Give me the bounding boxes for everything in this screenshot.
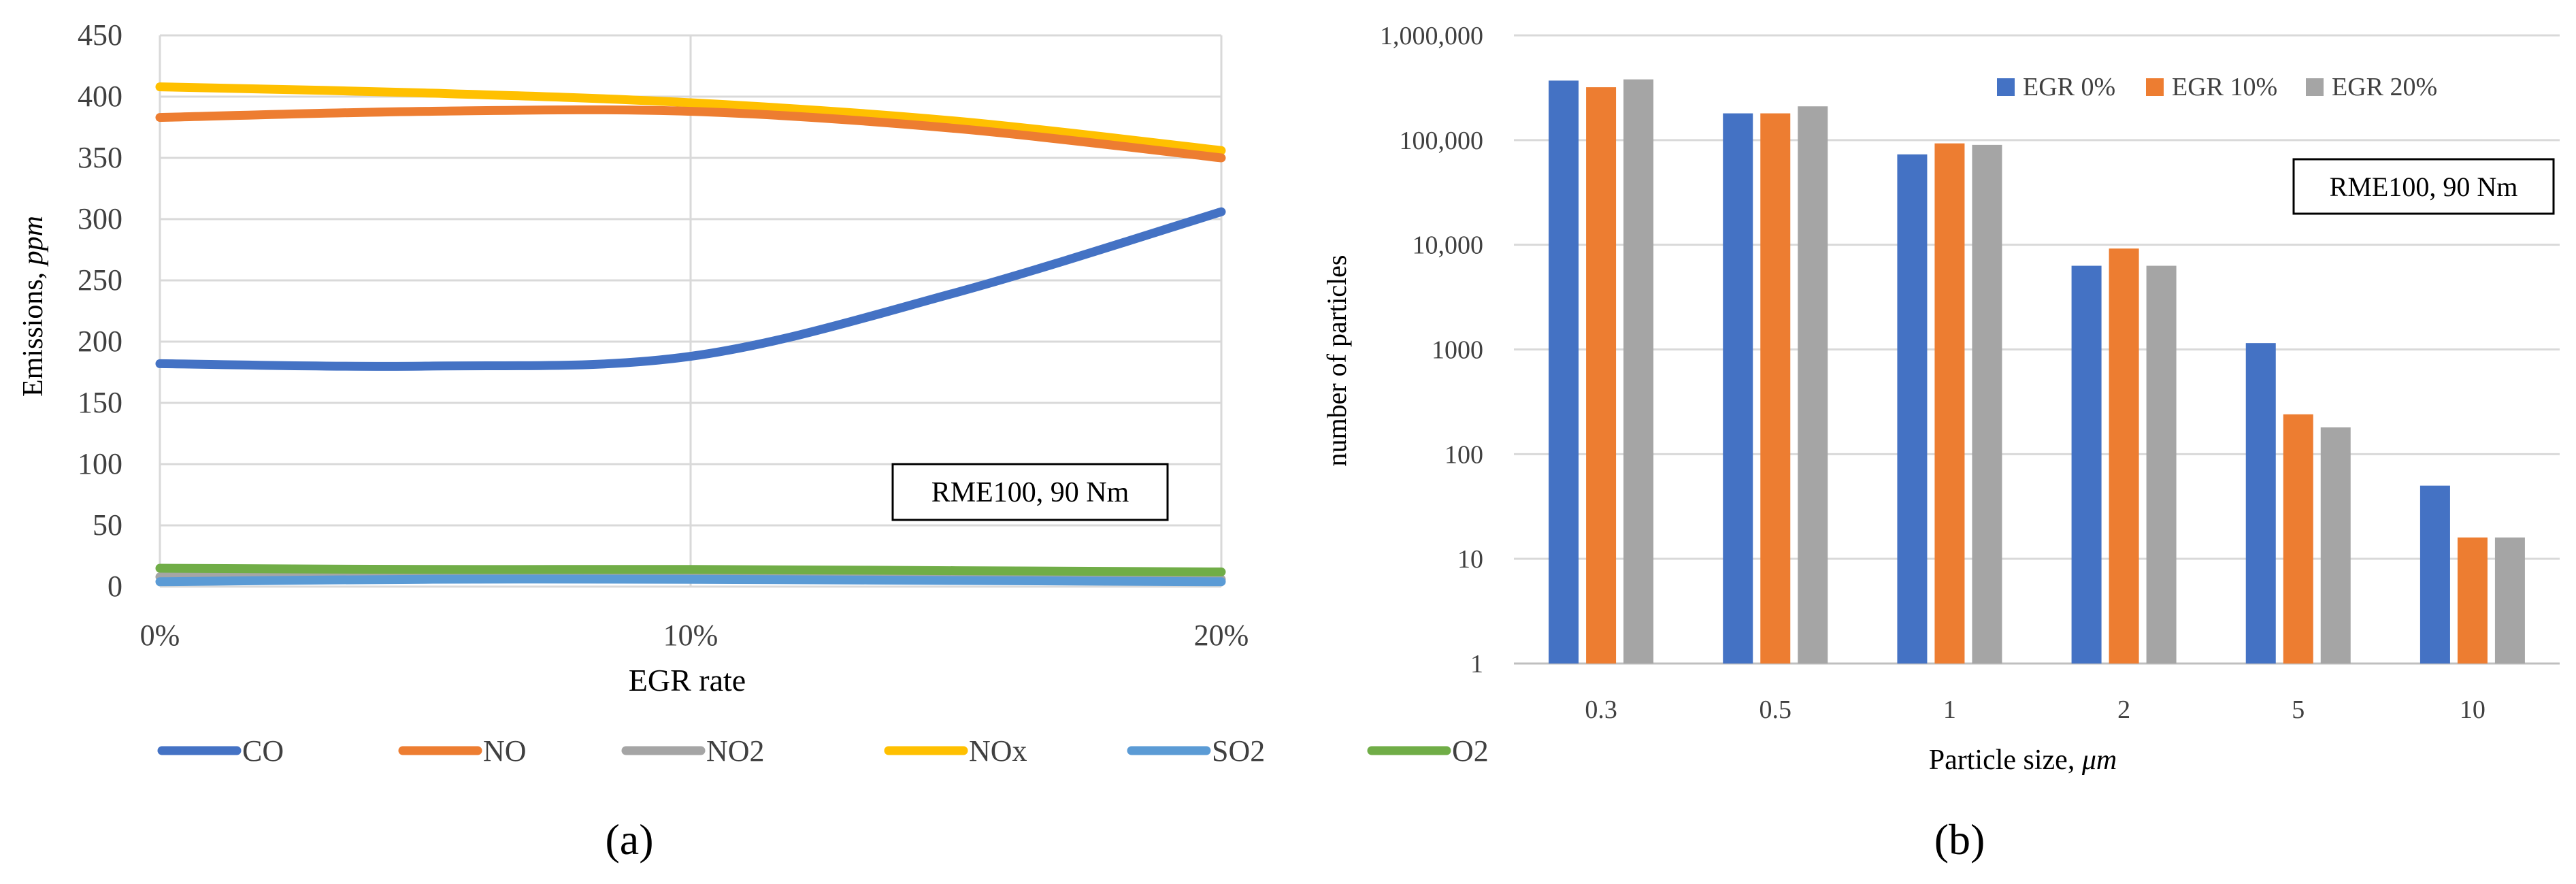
x-tick-label: 5 <box>2292 695 2305 724</box>
grid-lines-a <box>159 34 1223 588</box>
x-tick-labels-b: 0.3 0.5 1 2 5 10 <box>1585 695 2486 724</box>
legend-label: EGR 10% <box>2172 73 2277 101</box>
legend-item-egr-10-: EGR 10% <box>2146 73 2277 101</box>
bars-b <box>1549 79 2525 664</box>
panel-label-b: (b) <box>1934 815 1985 864</box>
x-tick-label: 2 <box>2117 695 2130 724</box>
series-line-no <box>155 105 1226 163</box>
legend-label: CO <box>242 734 284 768</box>
y-tick-label: 150 <box>78 386 122 419</box>
series-line-so2 <box>155 574 1226 587</box>
legend-label: EGR 20% <box>2332 73 2437 101</box>
legend-label: EGR 0% <box>2023 73 2115 101</box>
bar-0.3-egr-0- <box>1549 80 1579 664</box>
legend-item-egr-0-: EGR 0% <box>1997 73 2115 101</box>
series-lines-a <box>155 82 1226 587</box>
bar-1-egr-20- <box>1972 144 2002 664</box>
y-tick-label: 350 <box>78 141 122 174</box>
y-tick-label: 100,000 <box>1400 127 1484 155</box>
x-tick-label: 0.5 <box>1760 695 1792 724</box>
y-tick-label: 50 <box>93 508 122 542</box>
bar-5-egr-0- <box>2245 343 2276 664</box>
series-line-nox <box>155 82 1226 155</box>
x-tick-label: 10 <box>2460 695 2486 724</box>
y-axis-label-a: Emissions, ppm <box>18 216 49 397</box>
x-tick-label: 0% <box>140 619 180 652</box>
y-tick-label: 100 <box>78 447 122 480</box>
legend-label: O2 <box>1452 734 1489 768</box>
legend-a: CO NO NO2 NOx SO2 O2 <box>157 734 1489 768</box>
y-tick-label: 200 <box>78 325 122 358</box>
legend-item-so2: SO2 <box>1127 734 1265 768</box>
legend-item-egr-20-: EGR 20% <box>2306 73 2437 101</box>
legend-item-nox: NOx <box>884 734 1027 768</box>
panel-label-a: (a) <box>605 815 653 864</box>
legend-label: SO2 <box>1212 734 1265 768</box>
series-line-o2 <box>155 563 1226 576</box>
x-tick-label: 1 <box>1943 695 1956 724</box>
grid-lines-b <box>1514 34 2560 665</box>
bar-0.3-egr-10- <box>1586 87 1617 664</box>
bar-chart-b: 1 10 100 1000 10,000 100,000 1,000,000 0.3 0.5 1… <box>1321 22 2560 864</box>
bar-1-egr-0- <box>1897 154 1928 664</box>
legend-b: EGR 0% EGR 10% EGR 20% <box>1997 73 2437 101</box>
x-tick-label: 0.3 <box>1585 695 1617 724</box>
y-tick-label: 100 <box>1444 440 1483 469</box>
legend-swatch <box>1997 78 2015 96</box>
legend-swatch <box>2306 78 2324 96</box>
y-tick-label: 1 <box>1470 650 1483 678</box>
x-axis-label-a: EGR rate <box>629 663 746 698</box>
bar-1-egr-10- <box>1934 143 1965 664</box>
bar-2-egr-0- <box>2071 265 2102 664</box>
legend-item-co: CO <box>157 734 284 768</box>
y-tick-label: 400 <box>78 80 122 113</box>
bar-0.5-egr-10- <box>1760 113 1791 664</box>
y-tick-labels-b: 1 10 100 1000 10,000 100,000 1,000,000 <box>1380 22 1483 678</box>
legend-item-no: NO <box>398 734 527 768</box>
y-tick-label: 10,000 <box>1413 231 1484 260</box>
bar-0.5-egr-0- <box>1723 113 1753 664</box>
legend-item-o2: O2 <box>1367 734 1489 768</box>
bar-10-egr-20- <box>2494 537 2525 664</box>
series-line-co <box>155 207 1226 371</box>
bar-5-egr-10- <box>2283 414 2313 664</box>
legend-swatch <box>2146 78 2164 96</box>
bar-0.5-egr-20- <box>1798 106 1828 664</box>
annotation-text-b: RME100, 90 Nm <box>2330 171 2518 202</box>
y-tick-labels-a: 0 50 100 150 200 250 300 350 400 450 <box>78 18 122 603</box>
bar-2-egr-20- <box>2146 265 2177 664</box>
annotation-text-a: RME100, 90 Nm <box>931 477 1129 508</box>
y-tick-label: 1,000,000 <box>1380 22 1483 50</box>
y-tick-label: 450 <box>78 18 122 52</box>
y-tick-label: 1000 <box>1432 336 1483 365</box>
y-tick-label: 0 <box>108 570 122 603</box>
y-tick-label: 250 <box>78 263 122 297</box>
bar-10-egr-0- <box>2420 485 2450 664</box>
y-axis-label-b: number of particles <box>1321 255 1352 467</box>
bar-10-egr-10- <box>2457 537 2488 664</box>
x-tick-label: 10% <box>663 619 719 652</box>
y-tick-label: 10 <box>1457 545 1483 574</box>
legend-item-no2: NO2 <box>621 734 765 768</box>
annotation-box-b: RME100, 90 Nm <box>2292 158 2555 215</box>
legend-label: NOx <box>969 734 1027 768</box>
x-tick-label: 20% <box>1194 619 1249 652</box>
bar-0.3-egr-20- <box>1623 79 1654 664</box>
bar-5-egr-20- <box>2320 427 2351 664</box>
y-tick-label: 300 <box>78 202 122 235</box>
x-axis-label-b: Particle size, μm <box>1929 744 2117 776</box>
legend-label: NO2 <box>706 734 765 768</box>
bar-2-egr-10- <box>2109 248 2139 664</box>
x-tick-labels-a: 0% 10% 20% <box>140 619 1249 652</box>
line-chart-a: 0 50 100 150 200 250 300 350 400 450 0% 10% 20% Emi… <box>18 18 1489 864</box>
legend-label: NO <box>483 734 527 768</box>
annotation-box-a: RME100, 90 Nm <box>891 463 1169 521</box>
